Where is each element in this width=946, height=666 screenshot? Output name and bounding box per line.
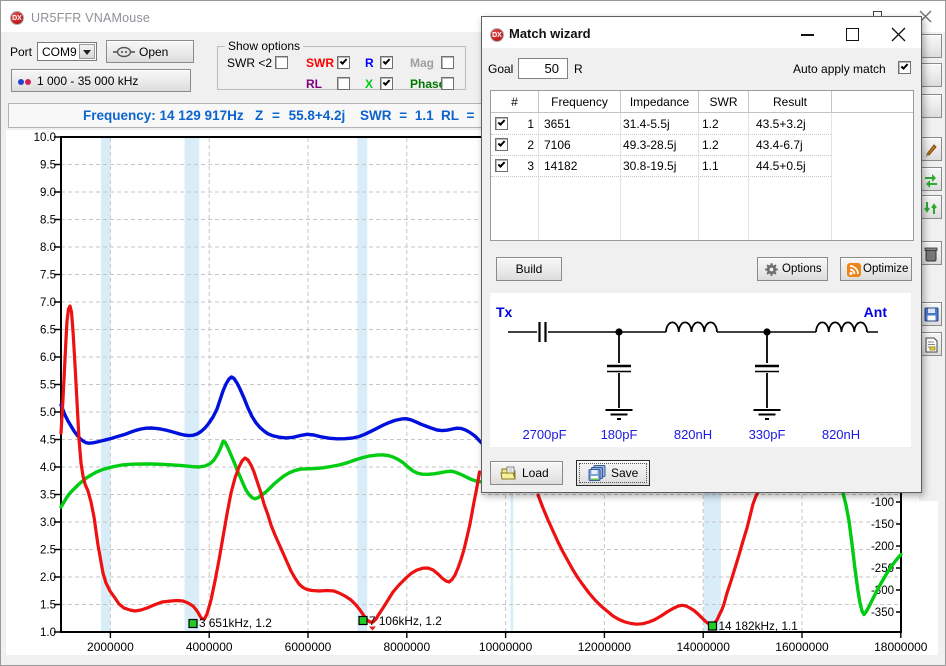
svg-text:1.0: 1.0 bbox=[40, 627, 56, 639]
svg-text:4000000: 4000000 bbox=[186, 640, 233, 654]
svg-text:Ant: Ant bbox=[864, 304, 888, 320]
svg-text:9.5: 9.5 bbox=[40, 160, 56, 172]
svg-text:1.5: 1.5 bbox=[40, 600, 56, 612]
svg-text:3 651kHz, 1.2: 3 651kHz, 1.2 bbox=[199, 616, 272, 630]
svg-text:8.0: 8.0 bbox=[40, 242, 56, 254]
svg-text:16000000: 16000000 bbox=[775, 640, 829, 654]
svg-text:7.0: 7.0 bbox=[40, 297, 56, 309]
svg-text:3.5: 3.5 bbox=[40, 490, 56, 502]
svg-text:820nH: 820nH bbox=[674, 427, 712, 442]
svg-text:14 182kHz, 1.1: 14 182kHz, 1.1 bbox=[719, 619, 798, 633]
svg-text:Tx: Tx bbox=[496, 304, 513, 320]
svg-text:5.0: 5.0 bbox=[40, 407, 56, 419]
svg-text:2000000: 2000000 bbox=[87, 640, 134, 654]
svg-text:-150: -150 bbox=[871, 519, 894, 531]
svg-text:2700pF: 2700pF bbox=[522, 427, 566, 442]
svg-text:18000000: 18000000 bbox=[874, 640, 928, 654]
svg-text:10.0: 10.0 bbox=[34, 132, 56, 144]
svg-text:7.5: 7.5 bbox=[40, 270, 56, 282]
svg-text:2.0: 2.0 bbox=[40, 572, 56, 584]
svg-text:-200: -200 bbox=[871, 541, 894, 553]
svg-text:6000000: 6000000 bbox=[285, 640, 332, 654]
svg-text:14000000: 14000000 bbox=[677, 640, 731, 654]
svg-text:180pF: 180pF bbox=[601, 427, 638, 442]
svg-text:4.0: 4.0 bbox=[40, 462, 56, 474]
svg-text:7 106kHz, 1.2: 7 106kHz, 1.2 bbox=[369, 614, 442, 628]
svg-text:10000000: 10000000 bbox=[479, 640, 533, 654]
svg-text:9.0: 9.0 bbox=[40, 187, 56, 199]
svg-text:5.5: 5.5 bbox=[40, 380, 56, 392]
svg-text:330pF: 330pF bbox=[749, 427, 786, 442]
svg-text:4.5: 4.5 bbox=[40, 435, 56, 447]
svg-text:-350: -350 bbox=[871, 607, 894, 619]
svg-text:12000000: 12000000 bbox=[578, 640, 632, 654]
svg-text:3.0: 3.0 bbox=[40, 517, 56, 529]
svg-text:2.5: 2.5 bbox=[40, 545, 56, 557]
svg-text:6.0: 6.0 bbox=[40, 352, 56, 364]
svg-text:8000000: 8000000 bbox=[383, 640, 430, 654]
svg-text:6.5: 6.5 bbox=[40, 325, 56, 337]
svg-text:820nH: 820nH bbox=[822, 427, 860, 442]
svg-text:8.5: 8.5 bbox=[40, 215, 56, 227]
svg-text:-100: -100 bbox=[871, 497, 894, 509]
